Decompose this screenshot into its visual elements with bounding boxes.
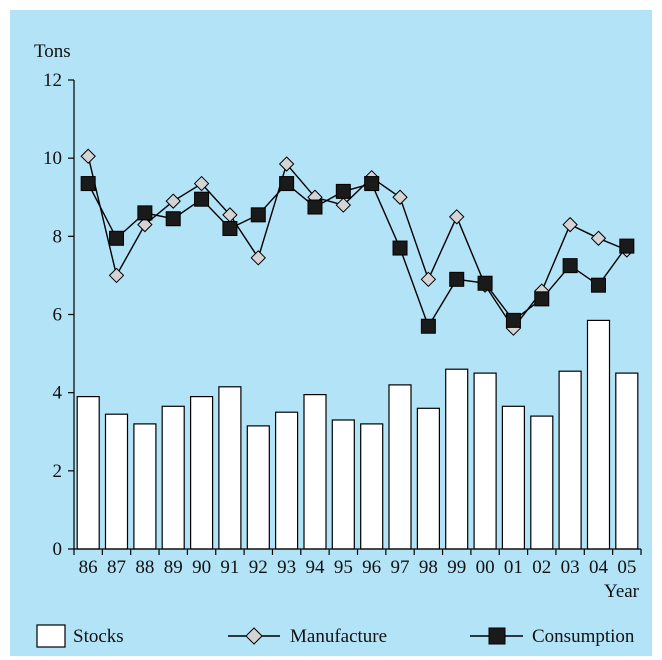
legend-consumption-marker [488, 627, 506, 645]
y-axis-label: Tons [34, 41, 71, 62]
stocks-bar-95 [331, 419, 355, 550]
consumption-point-86 [80, 176, 96, 192]
x-tick-label: 99 [447, 557, 466, 578]
stocks-bar-99 [445, 368, 469, 550]
stocks-bar-98 [416, 407, 440, 550]
x-tick-label: 05 [617, 557, 636, 578]
y-tick-label: 0 [53, 539, 63, 560]
legend-stocks-swatch [36, 624, 66, 648]
consumption-point-89 [165, 211, 181, 227]
stocks-bar-97 [388, 384, 412, 550]
consumption-point-95 [335, 183, 351, 199]
manufacture-point-92 [250, 250, 266, 266]
consumption-point-91 [222, 221, 238, 237]
stocks-bar-01 [501, 405, 525, 550]
stocks-bar-89 [161, 405, 185, 550]
y-tick-label: 6 [53, 305, 63, 326]
y-tick-label: 4 [53, 383, 63, 404]
consumption-point-93 [279, 176, 295, 192]
consumption-point-92 [250, 207, 266, 223]
stocks-bar-92 [246, 425, 270, 550]
manufacture-point-93 [278, 156, 295, 172]
x-tick-label: 96 [362, 557, 381, 578]
series-lines [80, 148, 635, 336]
x-tick-label: 90 [192, 557, 211, 578]
stocks-bar-03 [558, 370, 582, 550]
manufacture-point-97 [392, 189, 408, 205]
x-tick-label: 97 [391, 557, 410, 578]
stocks-bar-05 [615, 372, 639, 550]
legend-manufacture-label: Manufacture [290, 626, 387, 647]
x-tick-label: 91 [220, 557, 239, 578]
y-tick-label: 8 [53, 226, 63, 247]
consumption-point-02 [534, 291, 550, 307]
x-tick-label: 98 [419, 557, 438, 578]
consumption-point-04 [590, 277, 606, 293]
manufacture-point-88 [137, 216, 153, 233]
stocks-bar-94 [303, 394, 327, 550]
consumption-point-94 [307, 199, 323, 215]
x-tick-label: 04 [589, 557, 609, 578]
manufacture-point-90 [193, 175, 210, 192]
legend-consumption-label: Consumption [532, 626, 635, 647]
x-tick-label: 01 [504, 557, 523, 578]
x-tick-label: 02 [532, 557, 551, 578]
consumption-point-05 [619, 238, 635, 254]
x-tick-label: 89 [164, 557, 183, 578]
y-tick-label: 12 [43, 70, 62, 91]
x-tick-label: 93 [277, 557, 296, 578]
stocks-bar-04 [586, 319, 611, 550]
x-tick-label: 87 [107, 557, 126, 578]
manufacture-point-87 [108, 267, 125, 284]
stocks-bar-86 [76, 396, 100, 550]
stocks-bar-90 [190, 396, 214, 550]
stocks-bar-02 [530, 415, 554, 550]
y-tick-label: 2 [53, 461, 63, 482]
consumption-point-88 [137, 205, 153, 221]
manufacture-point-03 [562, 216, 578, 233]
manufacture-point-99 [449, 209, 465, 225]
manufacture-point-89 [165, 193, 181, 209]
x-tick-label: 86 [79, 557, 98, 578]
stocks-bar-88 [133, 423, 157, 550]
consumption-point-90 [194, 191, 210, 207]
consumption-point-97 [392, 240, 408, 256]
manufacture-point-95 [335, 197, 352, 213]
consumption-point-99 [449, 271, 465, 287]
stocks-bar-00 [473, 372, 497, 550]
x-tick-label: 03 [561, 557, 580, 578]
manufacture-point-04 [590, 230, 607, 246]
stocks-bar-96 [360, 423, 384, 550]
consumption-point-87 [109, 230, 125, 246]
x-tick-label: 94 [305, 557, 325, 578]
stocks-bar-91 [218, 386, 242, 550]
x-tick-label: 92 [249, 557, 268, 578]
manufacture-point-98 [420, 271, 437, 288]
consumption-point-03 [562, 258, 578, 274]
x-axis-label: Year [604, 581, 640, 602]
stocks-bar-87 [104, 413, 129, 550]
x-tick-label: 00 [476, 557, 495, 578]
stocks-bar-93 [275, 411, 299, 550]
consumption-point-98 [420, 318, 436, 334]
x-tick-label: 88 [135, 557, 154, 578]
legend: Stocks Manufacture Consumption [36, 624, 635, 648]
consumption-point-01 [505, 312, 521, 328]
stocks-bars [76, 319, 639, 550]
legend-stocks-label: Stocks [73, 626, 124, 647]
manufacture-point-86 [80, 148, 96, 164]
consumption-point-96 [364, 176, 380, 192]
y-tick-label: 10 [43, 148, 62, 169]
x-tick-label: 95 [334, 557, 353, 578]
consumption-point-00 [477, 275, 493, 291]
legend-manufacture-marker [245, 627, 263, 645]
